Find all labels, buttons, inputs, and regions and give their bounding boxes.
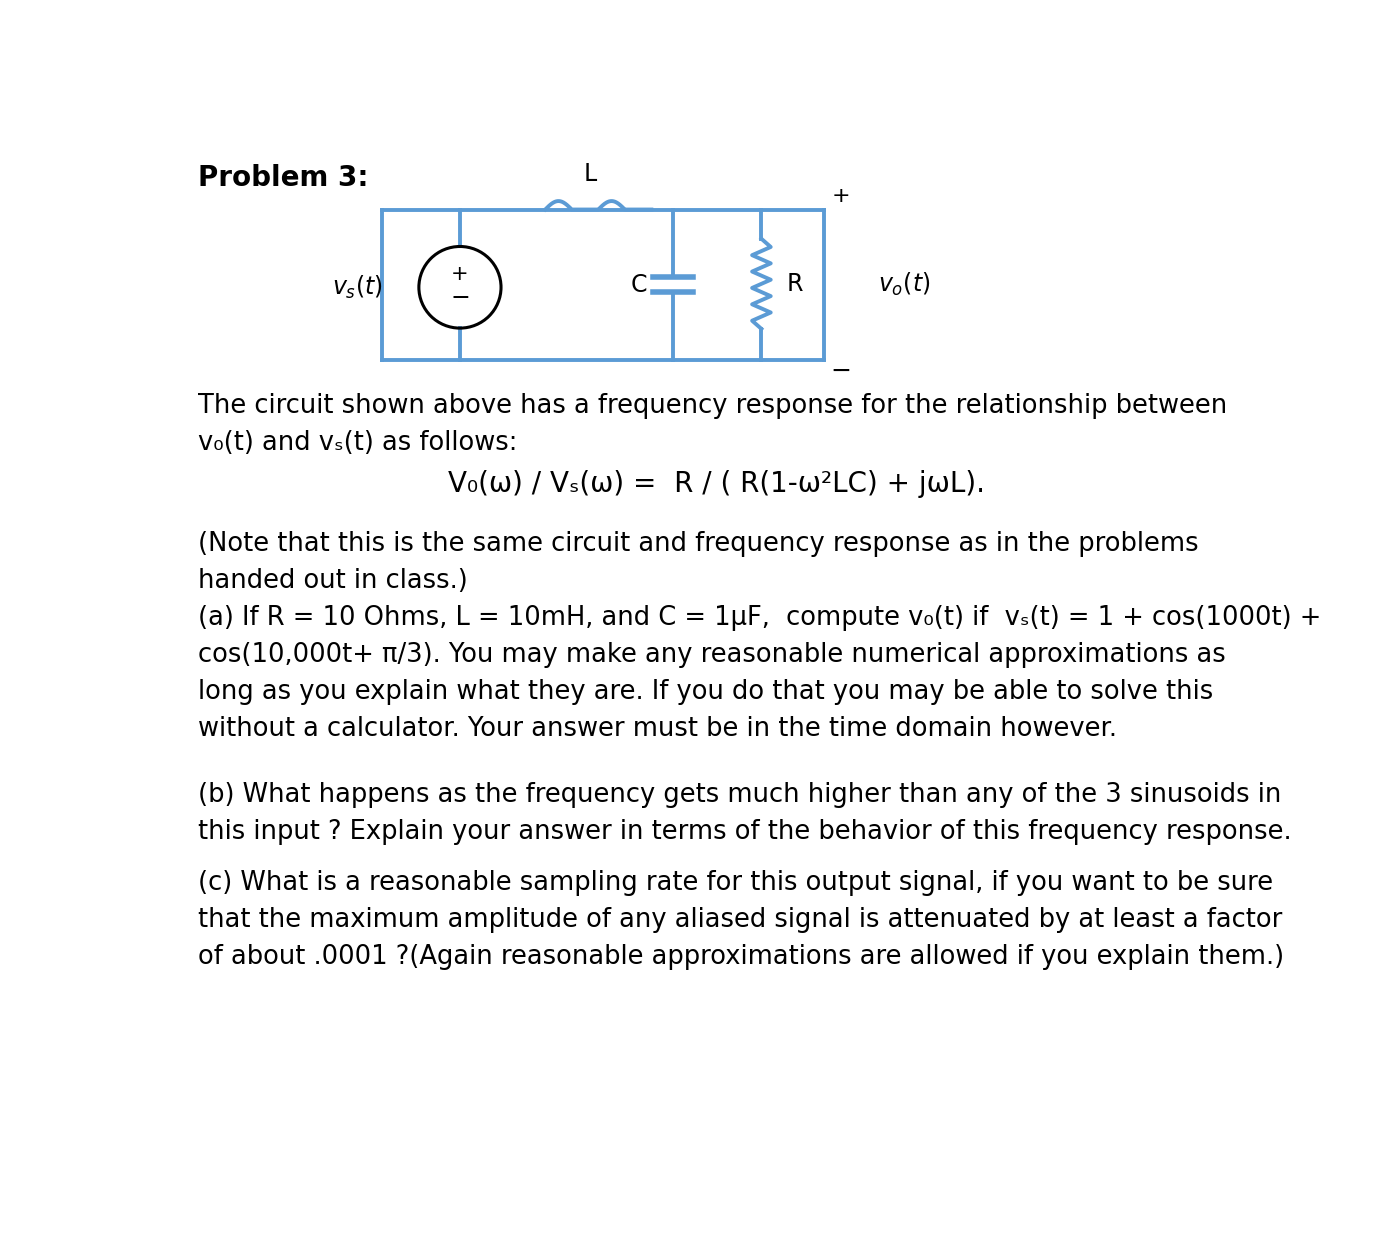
Text: C: C — [630, 273, 647, 297]
Text: −: − — [830, 359, 851, 383]
Text: (Note that this is the same circuit and frequency response as in the problems
ha: (Note that this is the same circuit and … — [199, 531, 1198, 595]
Text: The circuit shown above has a frequency response for the relationship between
v₀: The circuit shown above has a frequency … — [199, 393, 1227, 456]
Text: $v_s(t)$: $v_s(t)$ — [331, 274, 383, 300]
Text: (a) If R = 10 Ohms, L = 10mH, and C = 1μF,  compute v₀(t) if  vₛ(t) = 1 + cos(10: (a) If R = 10 Ohms, L = 10mH, and C = 1μ… — [199, 605, 1321, 741]
Text: +: + — [832, 185, 850, 205]
Text: (c) What is a reasonable sampling rate for this output signal, if you want to be: (c) What is a reasonable sampling rate f… — [199, 870, 1285, 970]
Text: R: R — [786, 272, 802, 295]
Text: +: + — [452, 264, 468, 284]
Text: $v_o(t)$: $v_o(t)$ — [878, 270, 931, 298]
Text: −: − — [450, 285, 470, 310]
Text: L: L — [584, 163, 597, 187]
Text: Problem 3:: Problem 3: — [199, 164, 369, 192]
Text: (b) What happens as the frequency gets much higher than any of the 3 sinusoids i: (b) What happens as the frequency gets m… — [199, 781, 1292, 845]
Text: V₀(ω) / Vₛ(ω) =  R / ( R(1-ω²LC) + jωL).: V₀(ω) / Vₛ(ω) = R / ( R(1-ω²LC) + jωL). — [447, 470, 986, 498]
